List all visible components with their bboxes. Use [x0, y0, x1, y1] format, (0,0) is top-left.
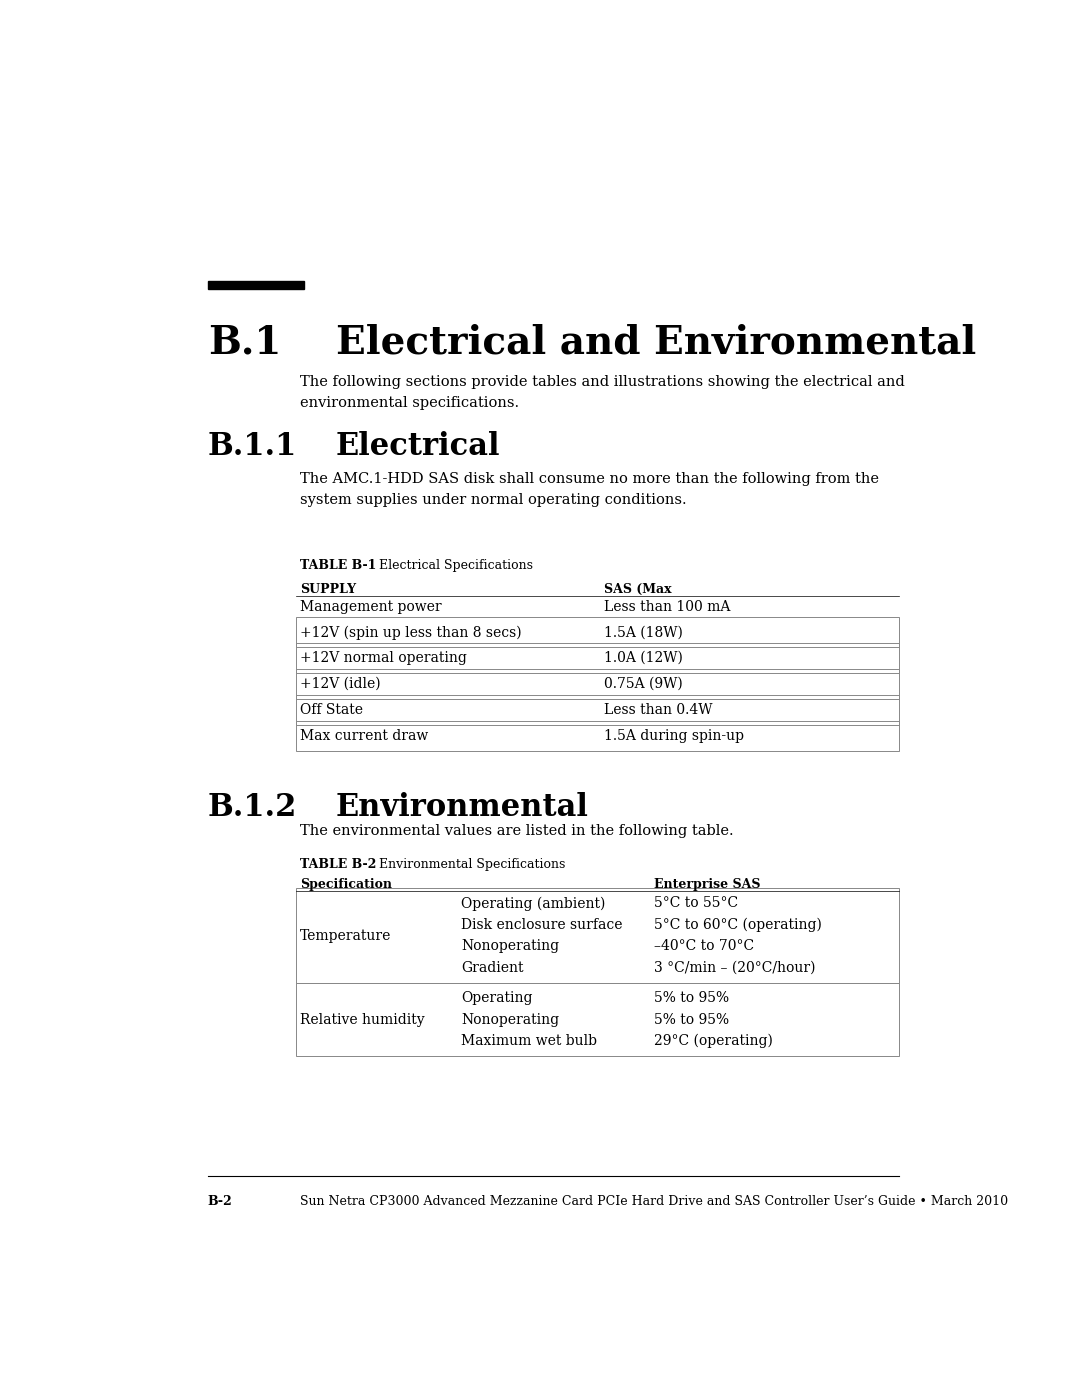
Bar: [296, 643, 900, 673]
Text: Nonoperating: Nonoperating: [461, 939, 559, 953]
Text: Operating (ambient): Operating (ambient): [461, 897, 606, 911]
Text: 1.5A during spin-up: 1.5A during spin-up: [604, 729, 744, 743]
Text: The following sections provide tables and illustrations showing the electrical a: The following sections provide tables an…: [300, 376, 905, 409]
Text: Nonoperating: Nonoperating: [461, 1013, 559, 1027]
Text: 5°C to 60°C (operating): 5°C to 60°C (operating): [653, 918, 822, 932]
Text: Max current draw: Max current draw: [300, 729, 428, 743]
Text: 3 °C/min – (20°C/hour): 3 °C/min – (20°C/hour): [653, 961, 815, 975]
Text: B.1.2: B.1.2: [207, 792, 297, 823]
Text: SAS (Max: SAS (Max: [604, 583, 672, 597]
Text: Environmental: Environmental: [336, 792, 589, 823]
Bar: [296, 669, 900, 698]
Text: 5% to 95%: 5% to 95%: [653, 1013, 729, 1027]
Text: –40°C to 70°C: –40°C to 70°C: [653, 939, 754, 953]
Text: Temperature: Temperature: [300, 929, 391, 943]
Text: Operating: Operating: [461, 990, 532, 1004]
Bar: [296, 983, 900, 1056]
Text: Sun Netra CP3000 Advanced Mezzanine Card PCIe Hard Drive and SAS Controller User: Sun Netra CP3000 Advanced Mezzanine Card…: [300, 1194, 1008, 1208]
Text: Enterprise SAS: Enterprise SAS: [653, 877, 760, 891]
Text: Electrical and Environmental: Electrical and Environmental: [336, 324, 976, 362]
Bar: [296, 721, 900, 750]
Text: B.1: B.1: [207, 324, 281, 362]
Text: 29°C (operating): 29°C (operating): [653, 1034, 773, 1048]
Text: 5% to 95%: 5% to 95%: [653, 990, 729, 1004]
Text: B-2: B-2: [207, 1194, 232, 1208]
Text: 1.5A (18W): 1.5A (18W): [604, 626, 683, 640]
Text: 5°C to 55°C: 5°C to 55°C: [653, 897, 738, 911]
Text: SUPPLY: SUPPLY: [300, 583, 356, 597]
Text: +12V (idle): +12V (idle): [300, 678, 380, 692]
Bar: [296, 694, 900, 725]
Bar: [296, 888, 900, 983]
Text: The AMC.1-HDD SAS disk shall consume no more than the following from the
system : The AMC.1-HDD SAS disk shall consume no …: [300, 472, 879, 507]
Text: Electrical: Electrical: [336, 432, 500, 462]
Text: Disk enclosure surface: Disk enclosure surface: [461, 918, 623, 932]
Bar: [207, 281, 305, 289]
Text: Environmental Specifications: Environmental Specifications: [379, 858, 566, 872]
Text: +12V (spin up less than 8 secs): +12V (spin up less than 8 secs): [300, 624, 522, 640]
Text: Less than 0.4W: Less than 0.4W: [604, 703, 712, 717]
Text: B.1.1: B.1.1: [207, 432, 297, 462]
Text: +12V normal operating: +12V normal operating: [300, 651, 467, 665]
Text: Off State: Off State: [300, 703, 363, 717]
Text: Less than 100 mA: Less than 100 mA: [604, 599, 730, 613]
Text: TABLE B-2: TABLE B-2: [300, 858, 376, 872]
Text: Gradient: Gradient: [461, 961, 524, 975]
Text: Specification: Specification: [300, 877, 392, 891]
Text: Electrical Specifications: Electrical Specifications: [379, 559, 534, 573]
Bar: [296, 617, 900, 647]
Text: The environmental values are listed in the following table.: The environmental values are listed in t…: [300, 824, 733, 838]
Text: Maximum wet bulb: Maximum wet bulb: [461, 1034, 597, 1048]
Text: 1.0A (12W): 1.0A (12W): [604, 651, 683, 665]
Text: Relative humidity: Relative humidity: [300, 1013, 424, 1027]
Text: Management power: Management power: [300, 599, 442, 613]
Text: TABLE B-1: TABLE B-1: [300, 559, 376, 573]
Text: 0.75A (9W): 0.75A (9W): [604, 678, 683, 692]
